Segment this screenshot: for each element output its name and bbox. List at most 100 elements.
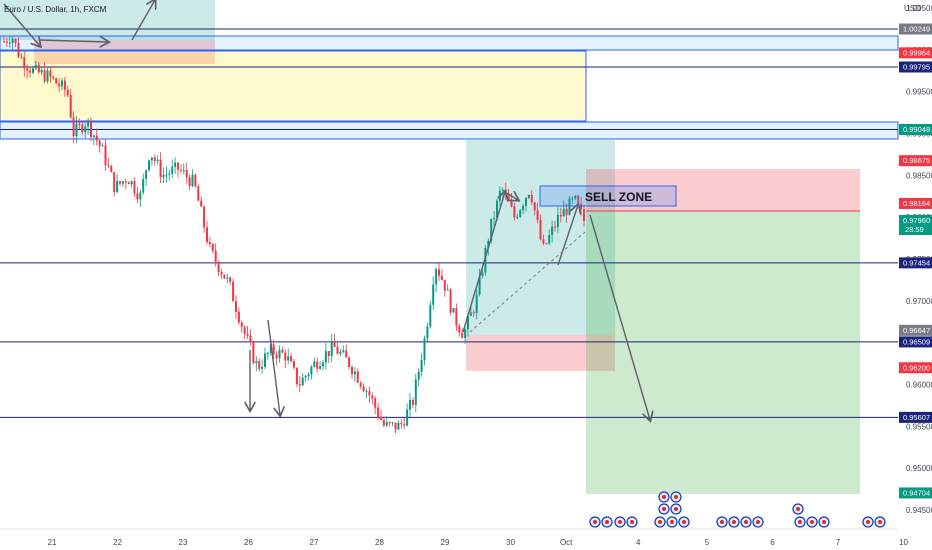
price-tag: 0.98164 (899, 197, 932, 209)
candle (545, 242, 548, 245)
price-axis[interactable]: 1.005001.000000.995000.990000.985000.980… (899, 4, 932, 515)
candle (339, 348, 342, 357)
candle (275, 351, 278, 366)
candle (298, 375, 301, 393)
candle (374, 396, 377, 415)
event-flag-icon (728, 516, 740, 528)
dashed-trendline (469, 231, 586, 333)
candle (258, 358, 261, 372)
candle (237, 307, 240, 325)
candle (153, 154, 156, 166)
candle (119, 180, 121, 186)
candle (95, 128, 98, 146)
zone-red-top (34, 40, 215, 64)
event-flag-icon (716, 516, 728, 528)
candle (527, 194, 530, 200)
candle (235, 295, 237, 319)
candle (324, 343, 327, 370)
candle (380, 409, 382, 421)
svg-text:0.99048: 0.99048 (903, 125, 930, 134)
time-axis[interactable]: 21 22 23 26 27 28 29 30 Oct 4 5 6 7 10 (0, 528, 908, 547)
sell-zone-annotation[interactable]: SELL ZONE (539, 185, 677, 207)
time-tick-label: 7 (836, 538, 841, 547)
trend-arrow (589, 214, 650, 420)
event-flag-icon (589, 516, 601, 528)
candle (246, 325, 249, 339)
candle (165, 166, 168, 183)
candle (197, 183, 200, 201)
candle (440, 268, 443, 281)
candle (359, 381, 362, 390)
candle (278, 345, 281, 363)
candle (11, 36, 14, 50)
candle (400, 419, 403, 429)
candle (217, 260, 220, 277)
candle (293, 358, 295, 370)
event-flag-icon (658, 491, 670, 503)
candle (420, 353, 423, 377)
svg-text:0.95607: 0.95607 (903, 413, 930, 422)
candle (87, 118, 90, 135)
candle (191, 169, 194, 188)
candle (58, 77, 61, 92)
candle (301, 373, 304, 386)
candle (287, 348, 290, 365)
candle (243, 324, 246, 340)
candle (168, 169, 171, 181)
event-flag-icon (792, 503, 804, 515)
candle (472, 309, 475, 318)
candle (8, 35, 11, 48)
candle (46, 66, 49, 84)
candle (327, 351, 330, 364)
time-tick-label: Oct (560, 538, 573, 547)
candle (23, 49, 26, 77)
event-flag-icon (614, 516, 626, 528)
candle (368, 386, 371, 403)
candle (406, 403, 409, 427)
economic-event-markers (589, 491, 886, 528)
candle (32, 65, 34, 75)
candle (145, 169, 148, 187)
candle (92, 134, 95, 146)
candle (116, 173, 119, 194)
candle (322, 359, 324, 370)
candle (443, 279, 446, 297)
svg-text:0.97454: 0.97454 (903, 258, 930, 267)
candle (232, 278, 235, 302)
candle (333, 333, 336, 347)
time-tick-label: 26 (244, 538, 253, 547)
candle (43, 62, 46, 84)
candle (240, 320, 243, 334)
candle (139, 189, 142, 208)
candle (29, 66, 32, 78)
candle (61, 77, 63, 91)
candle (78, 118, 81, 129)
candle (142, 173, 145, 195)
event-flag-icon (626, 516, 638, 528)
candle (414, 373, 417, 413)
candle (397, 420, 400, 430)
candle (107, 157, 110, 169)
candle (81, 121, 84, 136)
candle (179, 164, 182, 174)
candle (185, 162, 188, 184)
candle (371, 392, 374, 405)
candle (455, 303, 458, 331)
candle (208, 236, 211, 248)
candle (356, 368, 359, 384)
zone-blue-top (0, 35, 899, 51)
candle (426, 322, 429, 342)
svg-text:0.97960: 0.97960 (903, 216, 930, 225)
svg-text:28:59: 28:59 (905, 225, 924, 234)
candle (449, 288, 452, 316)
candle (446, 284, 449, 291)
candle (75, 115, 78, 144)
time-tick-label: 27 (310, 538, 319, 547)
candle (90, 117, 92, 142)
candle (174, 157, 177, 174)
candle (345, 344, 348, 358)
svg-text:0.99964: 0.99964 (903, 48, 930, 57)
